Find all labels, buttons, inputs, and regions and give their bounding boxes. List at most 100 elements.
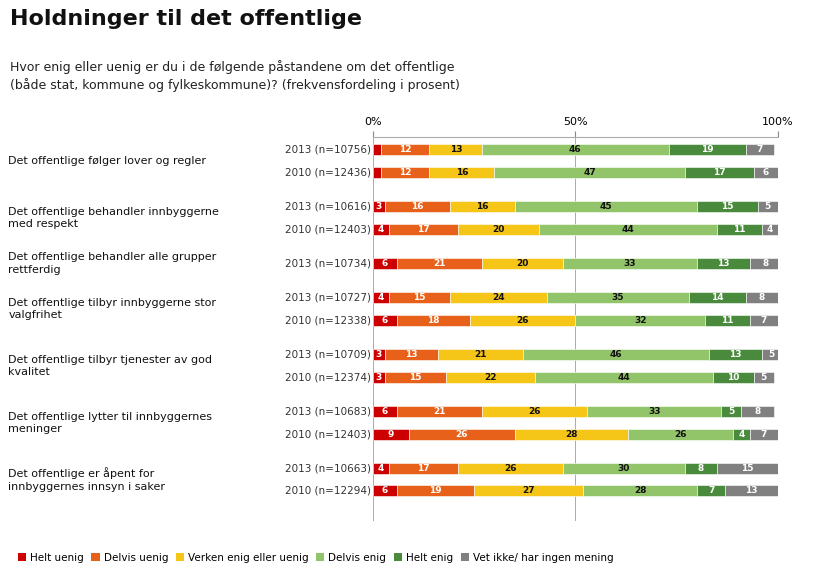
Text: 17: 17 — [417, 464, 429, 472]
Bar — [373, 167, 381, 178]
Text: 2010 (n=12374): 2010 (n=12374) — [285, 372, 371, 382]
Text: Det offentlige tilbyr innbyggerne stor
valgfrihet: Det offentlige tilbyr innbyggerne stor v… — [8, 298, 216, 320]
Bar — [494, 167, 685, 178]
Text: 17: 17 — [417, 225, 429, 234]
Bar — [389, 224, 458, 235]
Text: 2013 (n=10734): 2013 (n=10734) — [285, 259, 371, 268]
Text: 18: 18 — [428, 316, 440, 325]
Bar — [717, 224, 762, 235]
Bar — [713, 372, 754, 383]
Text: 21: 21 — [433, 407, 446, 416]
Text: 5: 5 — [765, 202, 771, 211]
Bar — [697, 486, 726, 496]
Bar — [474, 486, 583, 496]
Bar — [750, 258, 782, 269]
Text: 7: 7 — [760, 430, 767, 439]
Text: 2013 (n=10756): 2013 (n=10756) — [285, 145, 371, 155]
Text: 8: 8 — [698, 464, 704, 472]
Bar — [470, 315, 576, 326]
Text: 6: 6 — [382, 259, 388, 268]
Bar — [535, 372, 713, 383]
Bar — [745, 292, 778, 303]
Bar — [576, 315, 705, 326]
Text: 44: 44 — [617, 373, 631, 382]
Bar — [389, 463, 458, 474]
Bar — [721, 406, 741, 417]
Text: 26: 26 — [675, 430, 687, 439]
Text: 6: 6 — [382, 407, 388, 416]
Bar — [697, 201, 758, 212]
Bar — [685, 167, 754, 178]
Bar — [697, 258, 750, 269]
Bar — [685, 463, 717, 474]
Text: 7: 7 — [756, 145, 763, 154]
Text: 20: 20 — [493, 225, 504, 234]
Bar — [409, 428, 514, 439]
Text: 30: 30 — [618, 464, 630, 472]
Bar — [754, 372, 774, 383]
Bar — [397, 315, 470, 326]
Text: 11: 11 — [733, 225, 745, 234]
Bar — [587, 406, 721, 417]
Bar — [482, 144, 669, 155]
Bar — [750, 428, 778, 439]
Text: 13: 13 — [405, 350, 418, 359]
Text: 16: 16 — [411, 202, 423, 211]
Text: 11: 11 — [721, 316, 734, 325]
Text: 3: 3 — [376, 350, 382, 359]
Text: 19: 19 — [701, 145, 713, 154]
Text: 26: 26 — [504, 464, 517, 472]
Text: 8: 8 — [755, 407, 760, 416]
Text: Det offentlige er åpent for
innbyggernes innsyn i saker: Det offentlige er åpent for innbyggernes… — [8, 467, 166, 492]
Text: 12: 12 — [399, 145, 411, 154]
Text: 27: 27 — [522, 486, 535, 495]
Text: 13: 13 — [717, 259, 730, 268]
Text: 7: 7 — [760, 316, 767, 325]
Text: 28: 28 — [634, 486, 646, 495]
Text: 15: 15 — [741, 464, 754, 472]
Bar — [373, 406, 397, 417]
Text: 2010 (n=12403): 2010 (n=12403) — [285, 429, 371, 439]
Legend: Helt uenig, Delvis uenig, Verken enig eller uenig, Delvis enig, Helt enig, Vet i: Helt uenig, Delvis uenig, Verken enig el… — [13, 549, 618, 567]
Bar — [373, 201, 385, 212]
Bar — [397, 258, 482, 269]
Bar — [754, 167, 778, 178]
Text: 8: 8 — [759, 293, 765, 302]
Bar — [385, 372, 446, 383]
Bar — [482, 258, 563, 269]
Text: Det offentlige behandler alle grupper
rettferdig: Det offentlige behandler alle grupper re… — [8, 252, 216, 275]
Bar — [514, 428, 628, 439]
Text: 6: 6 — [382, 486, 388, 495]
Text: 12: 12 — [399, 168, 411, 177]
Text: 7: 7 — [708, 486, 714, 495]
Bar — [717, 463, 778, 474]
Text: 3: 3 — [376, 202, 382, 211]
Bar — [745, 144, 774, 155]
Bar — [450, 292, 547, 303]
Text: 32: 32 — [634, 316, 646, 325]
Text: 14: 14 — [711, 293, 724, 302]
Bar — [373, 349, 385, 360]
Bar — [446, 372, 535, 383]
Text: 13: 13 — [729, 350, 741, 359]
Text: 2013 (n=10727): 2013 (n=10727) — [285, 293, 371, 303]
Text: 5: 5 — [769, 350, 775, 359]
Bar — [705, 315, 750, 326]
Text: 13: 13 — [745, 486, 758, 495]
Bar — [373, 315, 397, 326]
Bar — [689, 292, 745, 303]
Text: 15: 15 — [721, 202, 734, 211]
Text: 44: 44 — [622, 225, 634, 234]
Text: Holdninger til det offentlige: Holdninger til det offentlige — [10, 9, 362, 29]
Text: 26: 26 — [517, 316, 529, 325]
Bar — [381, 167, 429, 178]
Bar — [482, 406, 587, 417]
Text: 2010 (n=12338): 2010 (n=12338) — [285, 315, 371, 325]
Text: 2013 (n=10616): 2013 (n=10616) — [285, 202, 371, 212]
Text: 13: 13 — [449, 145, 462, 154]
Text: 5: 5 — [760, 373, 767, 382]
Text: 46: 46 — [569, 145, 582, 154]
Text: 26: 26 — [528, 407, 541, 416]
Bar — [669, 144, 745, 155]
Text: 8: 8 — [763, 259, 769, 268]
